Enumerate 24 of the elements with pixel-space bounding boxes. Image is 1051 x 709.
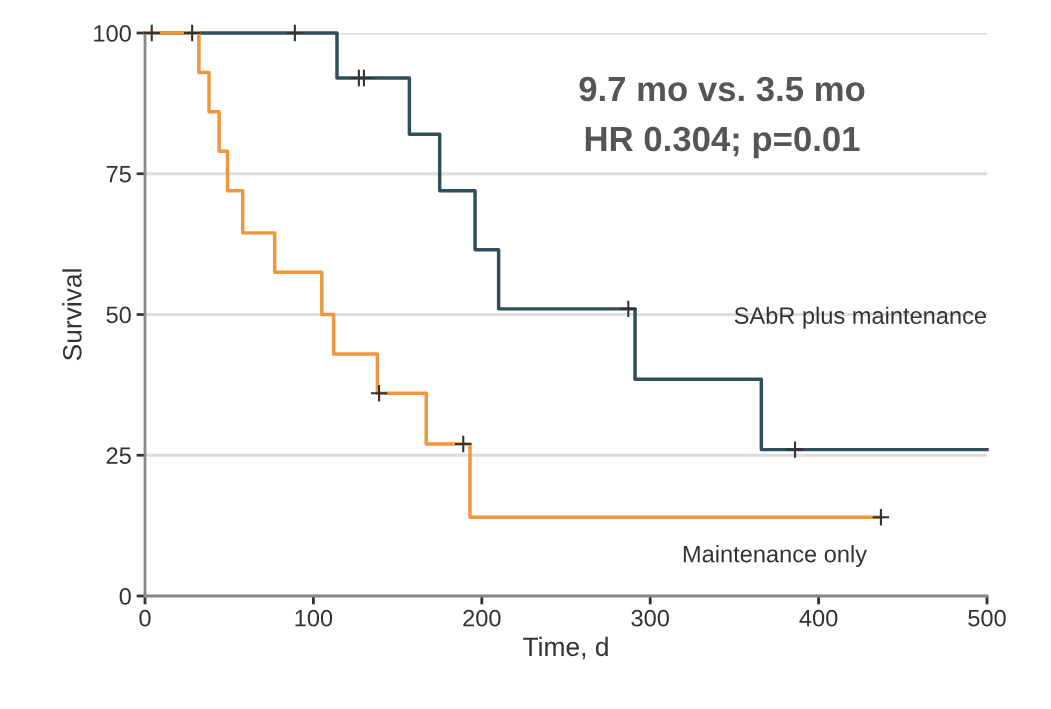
point [182,23,202,43]
x-tick-label: 100 [295,609,333,627]
x-tick-label: 400 [799,609,838,627]
text: SAbR plus maintenance [734,306,986,329]
y-tick-label: 25 [106,447,131,465]
y-tick-label: 75 [106,166,131,183]
point [454,434,473,454]
x-tick-label: 200 [463,609,501,627]
x-tick-label: 0 [139,609,151,627]
point [619,299,638,319]
y-axis-title: Survival [62,269,82,361]
y-tick-label: 50 [106,306,131,324]
y-tick-label: 0 [119,588,131,605]
x-tick-label: 500 [968,609,1006,627]
point [871,507,891,527]
point [285,23,305,43]
annotation: HR 0.304; p=0.01 [585,126,860,159]
x-axis-title: Time, d [523,636,608,660]
x-tick-label: 300 [631,609,669,627]
series-label: Maintenance only [683,545,867,568]
point [785,440,805,459]
annotation: 9.7 mo vs. 3.5 mo [579,76,865,102]
point [369,384,389,403]
y-tick-label: 100 [94,25,131,42]
